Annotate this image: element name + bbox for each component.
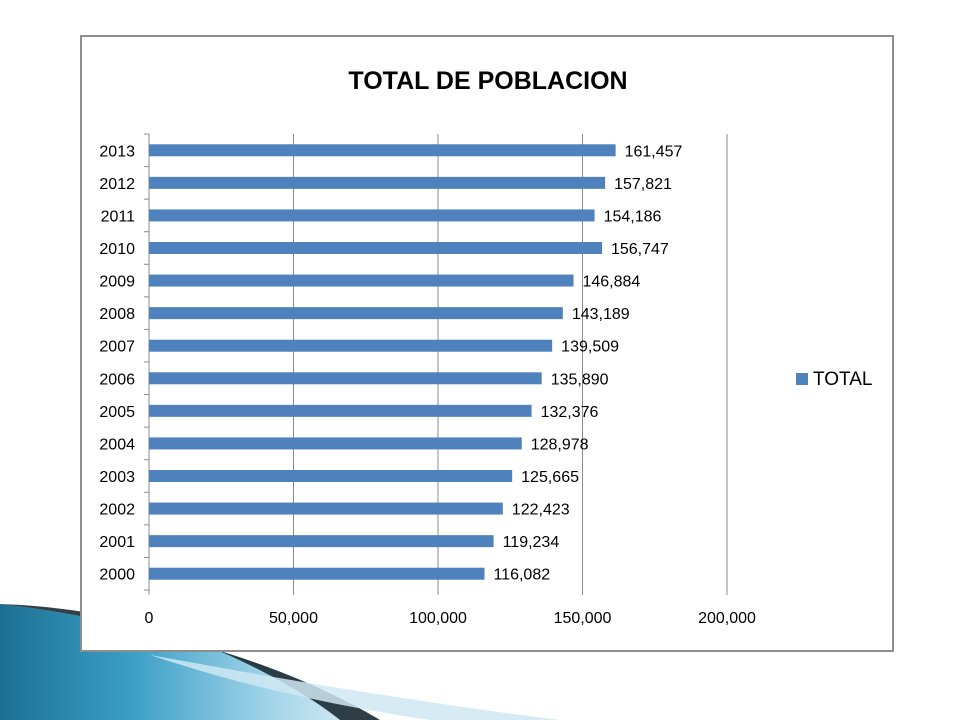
bar-2013 — [149, 144, 616, 157]
x-tick-label: 50,000 — [269, 610, 318, 627]
legend-swatch — [796, 373, 808, 385]
y-category-label: 2007 — [99, 339, 135, 356]
bar-2002 — [149, 502, 503, 515]
bar-2006 — [149, 372, 542, 385]
bar-2010 — [149, 242, 602, 254]
bar-2004 — [149, 437, 522, 450]
y-category-label: 2010 — [99, 241, 135, 258]
y-category-label: 2009 — [99, 274, 135, 291]
data-label-2013: 161,457 — [625, 143, 683, 160]
y-category-label: 2005 — [99, 404, 135, 421]
chart-title: TOTAL DE POBLACION — [348, 67, 627, 95]
bar-2003 — [149, 470, 513, 482]
data-label-2006: 135,890 — [551, 371, 609, 388]
bar-2001 — [149, 535, 494, 548]
data-label-2010: 156,747 — [611, 241, 669, 258]
chart-frame: TOTAL DE POBLACION 0 50,000 100,000 150,000… — [80, 35, 894, 652]
data-label-2001: 119,234 — [503, 534, 560, 551]
data-label-2009: 146,884 — [582, 274, 640, 291]
y-category-label: 2002 — [99, 502, 135, 519]
y-category-label: 2011 — [101, 208, 136, 225]
legend-label-total: TOTAL — [813, 369, 872, 390]
y-category-label: 2008 — [99, 306, 135, 323]
data-label-2012: 157,821 — [614, 176, 672, 193]
y-category-label: 2000 — [99, 567, 135, 584]
bars — [149, 144, 616, 580]
bar-2009 — [149, 274, 574, 287]
axes: 0 50,000 100,000 150,000 200,000 2013 2012 2011… — [99, 133, 756, 627]
y-category-label: 2001 — [99, 534, 135, 551]
data-label-2002: 122,423 — [512, 502, 570, 519]
data-label-2005: 132,376 — [541, 404, 599, 421]
bar-2005 — [149, 404, 532, 417]
y-category-label: 2003 — [99, 469, 135, 486]
data-labels: 161,457 157,821 154,186 156,747 146,884 143,1… — [493, 143, 682, 583]
data-label-2011: 154,186 — [604, 208, 662, 225]
x-tick-label: 0 — [145, 610, 154, 627]
gridlines — [293, 134, 728, 590]
data-label-2008: 143,189 — [572, 306, 630, 323]
data-label-2000: 116,082 — [493, 567, 550, 584]
data-label-2004: 128,978 — [531, 436, 589, 453]
x-tick-label: 150,000 — [554, 610, 612, 627]
bar-2000 — [149, 567, 485, 580]
y-category-label: 2013 — [99, 143, 135, 160]
data-label-2003: 125,665 — [521, 469, 579, 486]
x-tick-label: 100,000 — [409, 610, 467, 627]
y-category-label: 2012 — [99, 176, 135, 193]
bar-2012 — [149, 176, 606, 189]
data-label-2007: 139,509 — [561, 339, 619, 356]
y-category-label: 2004 — [99, 436, 135, 453]
population-bar-chart: TOTAL DE POBLACION 0 50,000 100,000 150,000… — [99, 67, 872, 627]
y-category-label: 2006 — [99, 371, 135, 388]
legend: TOTAL — [796, 369, 872, 390]
bar-2008 — [149, 307, 563, 320]
bar-2011 — [149, 209, 595, 222]
bar-2007 — [149, 339, 553, 352]
x-tick-label: 200,000 — [698, 610, 756, 627]
